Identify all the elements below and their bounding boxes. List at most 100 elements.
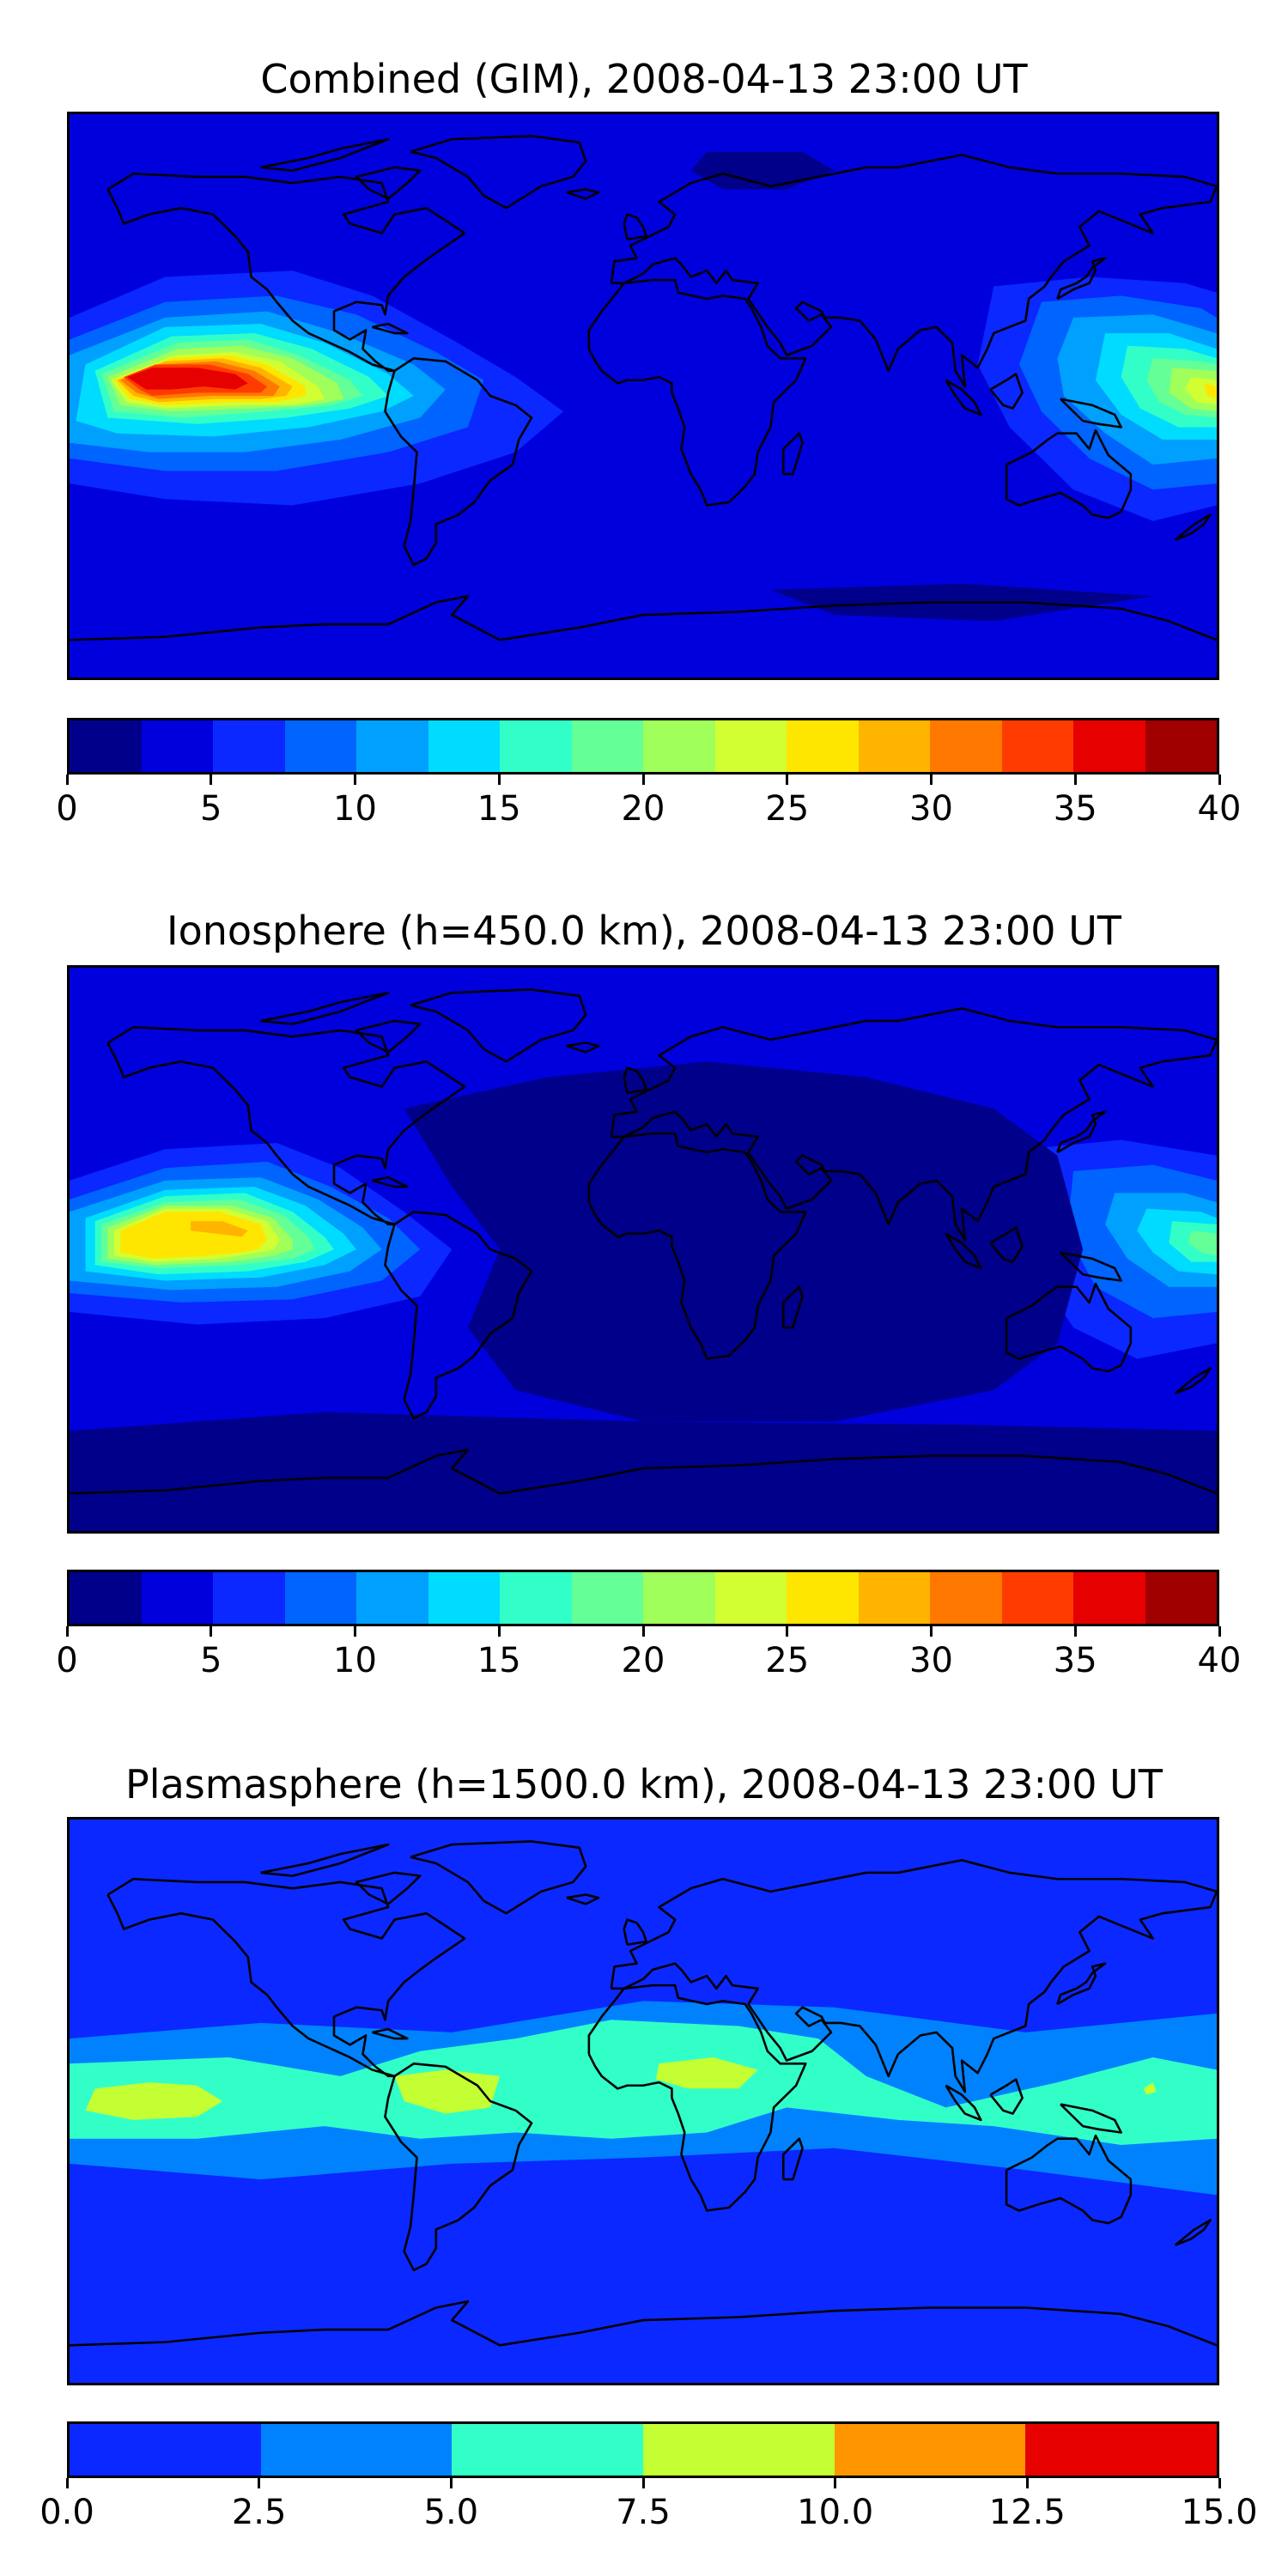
map-plot-area — [67, 112, 1219, 680]
contour-region — [126, 368, 248, 390]
tick-label: 40 — [1197, 789, 1242, 829]
tick-mark — [786, 1626, 789, 1637]
tick-mark — [65, 1626, 69, 1637]
colorbar-segment — [1001, 720, 1073, 772]
coastline — [106, 172, 466, 373]
tick-label: 35 — [1053, 789, 1097, 829]
contour-region — [404, 1061, 1084, 1422]
chart-title: Combined (GIM), 2008-04-13 23:00 UT — [260, 56, 1028, 102]
coastline — [70, 1448, 1217, 1495]
coastline — [566, 1042, 600, 1054]
tick-label: 40 — [1197, 1641, 1242, 1680]
coastline — [1174, 1367, 1212, 1394]
chart-title: Plasmasphere (h=1500.0 km), 2008-04-13 2… — [125, 1761, 1163, 1807]
colorbar-segment — [213, 720, 285, 772]
contour-region — [1204, 383, 1217, 399]
coastline — [781, 2137, 804, 2181]
colorbar-segment — [930, 1572, 1002, 1624]
coastline — [610, 1859, 1217, 2093]
contour-region — [191, 1221, 248, 1237]
colorbar-segment — [834, 2424, 1026, 2476]
coastline — [781, 432, 804, 476]
tick-mark — [641, 2478, 645, 2488]
coastline — [945, 2084, 982, 2122]
contour-region — [70, 527, 1217, 677]
chart-title: Ionosphere (h=450.0 km), 2008-04-13 23:0… — [167, 908, 1121, 954]
map-plot-area — [67, 1817, 1219, 2385]
tick-mark — [258, 2478, 261, 2488]
coastline — [260, 991, 390, 1025]
coastline — [355, 1019, 422, 1054]
tick-label: 7.5 — [616, 2493, 671, 2532]
coastline — [410, 135, 587, 210]
coastline — [989, 373, 1024, 410]
tick-mark — [210, 1626, 213, 1637]
colorbar-ticks: 0 5 10 15 20 25 30 35 40 — [56, 775, 1241, 835]
coastline — [106, 1877, 466, 2078]
colorbar-segment — [643, 720, 715, 772]
coastline — [372, 2027, 409, 2040]
tick-label: 10.0 — [797, 2493, 874, 2532]
colorbar-segment — [356, 1572, 428, 1624]
contour-region — [70, 1412, 1217, 1531]
colorbar-segment — [858, 1572, 930, 1624]
colorbar-segment — [70, 2424, 261, 2476]
colorbar — [67, 1570, 1219, 1626]
colorbar-segment — [1073, 720, 1145, 772]
contour-region — [85, 2082, 223, 2120]
coastline — [587, 278, 807, 507]
colorbar-segment — [858, 720, 930, 772]
tick-label: 20 — [621, 1641, 665, 1680]
coastline — [260, 1843, 390, 1877]
tick-mark — [641, 1626, 645, 1637]
tick-mark — [834, 2478, 837, 2488]
tec-map — [70, 1820, 1217, 2383]
contour-region — [1184, 377, 1217, 405]
coastline — [372, 322, 409, 335]
coastline — [384, 2063, 533, 2272]
colorbar-segment — [500, 1572, 572, 1624]
tick-label: 12.5 — [988, 2493, 1066, 2532]
coastline — [260, 137, 390, 172]
coastline — [945, 379, 982, 416]
colorbar-segment — [1145, 720, 1217, 772]
colorbar — [67, 718, 1219, 775]
colorbar-segment — [141, 1572, 213, 1624]
colorbar-segment — [428, 1572, 500, 1624]
coastline — [355, 1871, 422, 1905]
tick-label: 20 — [621, 789, 665, 829]
colorbar-segment — [1001, 1572, 1073, 1624]
coastline — [587, 1984, 807, 2212]
coastline — [372, 1176, 409, 1188]
tick-label: 15 — [477, 789, 521, 829]
tick-mark — [1218, 775, 1221, 785]
coastline — [410, 1840, 587, 1915]
coastline — [610, 1007, 1217, 1242]
colorbar — [67, 2421, 1219, 2478]
coastline — [1056, 1962, 1107, 2006]
coastline — [623, 1918, 647, 1947]
tick-label: 10 — [333, 1641, 377, 1680]
tick-label: 5 — [200, 1641, 222, 1680]
tick-label: 5 — [200, 789, 222, 829]
tick-mark — [1025, 2478, 1029, 2488]
coastline — [989, 2078, 1024, 2115]
contour-region — [1143, 2082, 1157, 2095]
tick-label: 0 — [56, 789, 78, 829]
colorbar-segment — [787, 1572, 859, 1624]
coastline — [1060, 398, 1122, 428]
colorbar-segment — [284, 720, 356, 772]
map-plot-area — [67, 965, 1219, 1534]
tick-mark — [1073, 775, 1077, 785]
tick-mark — [65, 775, 69, 785]
coastline — [1174, 513, 1212, 541]
tick-mark — [1218, 1626, 1221, 1637]
coastline — [566, 188, 600, 200]
coastline — [781, 1285, 804, 1329]
colorbar-segment — [1073, 1572, 1145, 1624]
coastline — [989, 1226, 1024, 1263]
coastline — [623, 1066, 647, 1095]
coastline — [945, 1232, 982, 1270]
tick-label: 35 — [1053, 1641, 1097, 1680]
coastline — [70, 594, 1217, 641]
